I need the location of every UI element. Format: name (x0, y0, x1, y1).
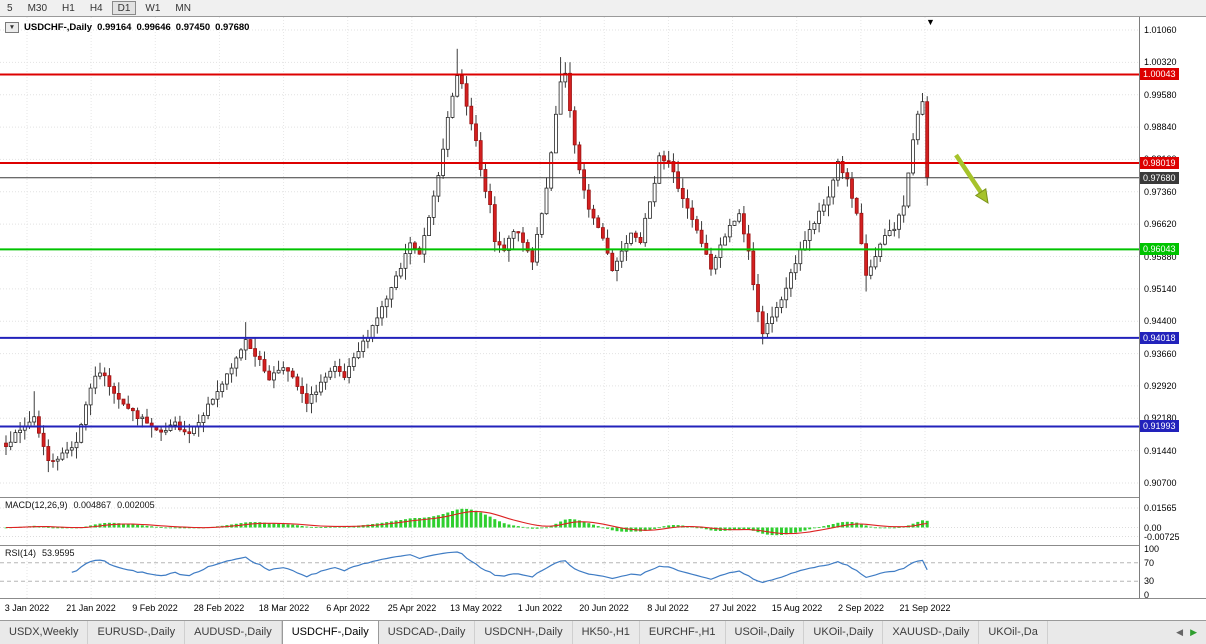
date-label: 21 Sep 2022 (899, 603, 951, 613)
price-axis-label: 0.90700 (1144, 478, 1177, 488)
ohlc-close: 0.97680 (215, 22, 250, 33)
price-axis[interactable]: 1.010601.003200.995800.988400.981000.973… (1139, 17, 1206, 600)
price-axis-label: 1.00320 (1144, 57, 1177, 67)
rsi-axis-label: 0 (1144, 590, 1150, 600)
price-axis-label: 0.93660 (1144, 349, 1177, 359)
price-tag-0.96043: 0.96043 (1140, 243, 1179, 255)
date-label: 3 Jan 2022 (4, 603, 50, 613)
chart-symbol-header: ▼ USDCHF-,Daily 0.99164 0.99646 0.97450 … (5, 22, 249, 33)
macd-panel (0, 498, 1139, 545)
tab-usdcnh-daily[interactable]: USDCNH-,Daily (475, 621, 573, 644)
tab-hk50-h1[interactable]: HK50-,H1 (573, 621, 640, 644)
tab-usdchf-daily[interactable]: USDCHF-,Daily (281, 621, 379, 644)
macd-signal-line (6, 510, 928, 535)
price-axis-label: 0.92180 (1144, 413, 1177, 423)
panel-separator (0, 598, 1206, 599)
date-label: 13 May 2022 (449, 603, 503, 613)
tab-audusd-daily[interactable]: AUDUSD-,Daily (185, 621, 282, 644)
price-axis-label: 0.95140 (1144, 284, 1177, 294)
price-axis-label: 0.98840 (1144, 122, 1177, 132)
date-label: 20 Jun 2022 (579, 603, 629, 613)
date-label: 25 Apr 2022 (387, 603, 437, 613)
tab-eurusd-daily[interactable]: EURUSD-,Daily (88, 621, 186, 644)
timeframe-toolbar: 5 M30 H1 H4 D1 W1 MN (0, 0, 1206, 17)
rsi-axis-label: 70 (1144, 558, 1155, 568)
price-axis-label: 0.91440 (1144, 446, 1177, 456)
tabbar-scroll-right-icon[interactable]: ▶ (1190, 627, 1197, 637)
price-axis-label: 0.97360 (1144, 187, 1177, 197)
date-label: 8 Jul 2022 (647, 603, 689, 613)
current-price-tag: 0.97680 (1140, 172, 1179, 184)
macd-title: MACD(12,26,9) (5, 500, 68, 510)
panel-separator[interactable] (0, 497, 1206, 498)
rsi-panel (0, 546, 1139, 598)
macd-histogram (4, 508, 929, 536)
price-tag-0.91993: 0.91993 (1140, 420, 1179, 432)
price-tag-0.94018: 0.94018 (1140, 332, 1179, 344)
date-label: 1 Jun 2022 (517, 603, 563, 613)
tab-ukoil-daily[interactable]: UKOil-,Daily (804, 621, 884, 644)
timeframe-button-h1[interactable]: H1 (62, 3, 75, 14)
panel-separator[interactable] (0, 545, 1206, 546)
time-axis[interactable]: 3 Jan 2022 21 Jan 2022 9 Feb 2022 28 Feb 20… (0, 599, 1206, 620)
price-axis-label: 0.99580 (1144, 90, 1177, 100)
rsi-line (71, 551, 928, 584)
price-axis-label: 0.95880 (1144, 252, 1177, 262)
date-label: 9 Feb 2022 (132, 603, 178, 613)
date-label: 28 Feb 2022 (193, 603, 245, 613)
price-axis-label: 1.01060 (1144, 25, 1177, 35)
rsi-axis-label: 100 (1144, 544, 1160, 554)
tab-usoil-daily[interactable]: USOil-,Daily (726, 621, 805, 644)
rsi-header: RSI(14) 53.9595 (5, 548, 75, 558)
tab-xauusd-daily[interactable]: XAUUSD-,Daily (883, 621, 980, 644)
timeframe-button-mn[interactable]: MN (175, 3, 191, 14)
arrow-annotation[interactable] (954, 153, 989, 204)
price-tag-0.98019: 0.98019 (1140, 157, 1179, 169)
price-axis-label: 0.96620 (1144, 219, 1177, 229)
macd-value: 0.004867 (73, 500, 112, 510)
macd-axis-label: 0.00 (1144, 523, 1162, 533)
rsi-axis-label: 30 (1144, 576, 1155, 586)
candlestick-series (4, 48, 930, 473)
date-label: 6 Apr 2022 (326, 603, 370, 613)
timeframe-button-w1[interactable]: W1 (145, 3, 161, 14)
price-axis-label: 0.92920 (1144, 381, 1177, 391)
price-chart[interactable] (0, 17, 1139, 497)
symbol-name: USDCHF-,Daily (24, 22, 93, 33)
timeframe-button-h4[interactable]: H4 (89, 3, 103, 14)
macd-axis-label: -0.00725 (1144, 532, 1180, 542)
ohlc-high: 0.99646 (136, 22, 171, 33)
date-label: 27 Jul 2022 (709, 603, 757, 613)
timeframe-button-5[interactable]: 5 (7, 3, 13, 14)
rsi-title: RSI(14) (5, 548, 37, 558)
tab-eurchf-h1[interactable]: EURCHF-,H1 (640, 621, 726, 644)
tabbar-scroll-left-icon[interactable]: ◀ (1176, 627, 1184, 637)
rsi-value: 53.9595 (42, 548, 75, 558)
tab-usdx-weekly[interactable]: USDX,Weekly (0, 621, 89, 644)
timeframe-button-m30[interactable]: M30 (27, 3, 48, 14)
price-tag-1.00043: 1.00043 (1140, 68, 1179, 80)
ohlc-open: 0.99164 (97, 22, 132, 33)
tabbar-nav: ◀ ▶ (1167, 621, 1206, 644)
date-label: 18 Mar 2022 (258, 603, 310, 613)
macd-axis-label: 0.01565 (1144, 503, 1177, 513)
macd-signal-value: 0.002005 (117, 500, 155, 510)
ohlc-low: 0.97450 (175, 22, 211, 33)
date-label: 2 Sep 2022 (837, 603, 885, 613)
tab-ukoil-da[interactable]: UKOil-,Da (979, 621, 1048, 644)
macd-header: MACD(12,26,9) 0.004867 0.002005 (5, 500, 155, 510)
date-label: 15 Aug 2022 (771, 603, 823, 613)
timeframe-button-d1[interactable]: D1 (111, 1, 137, 15)
symbol-tabbar: USDX,Weekly EURUSD-,Daily AUDUSD-,Daily USD… (0, 620, 1206, 644)
chevron-down-icon[interactable]: ▼ (5, 22, 19, 33)
price-axis-label: 0.94400 (1144, 316, 1177, 326)
tab-usdcad-daily[interactable]: USDCAD-,Daily (379, 621, 476, 644)
chart-end-marker[interactable]: ▼ (926, 17, 935, 27)
date-label: 21 Jan 2022 (66, 603, 116, 613)
